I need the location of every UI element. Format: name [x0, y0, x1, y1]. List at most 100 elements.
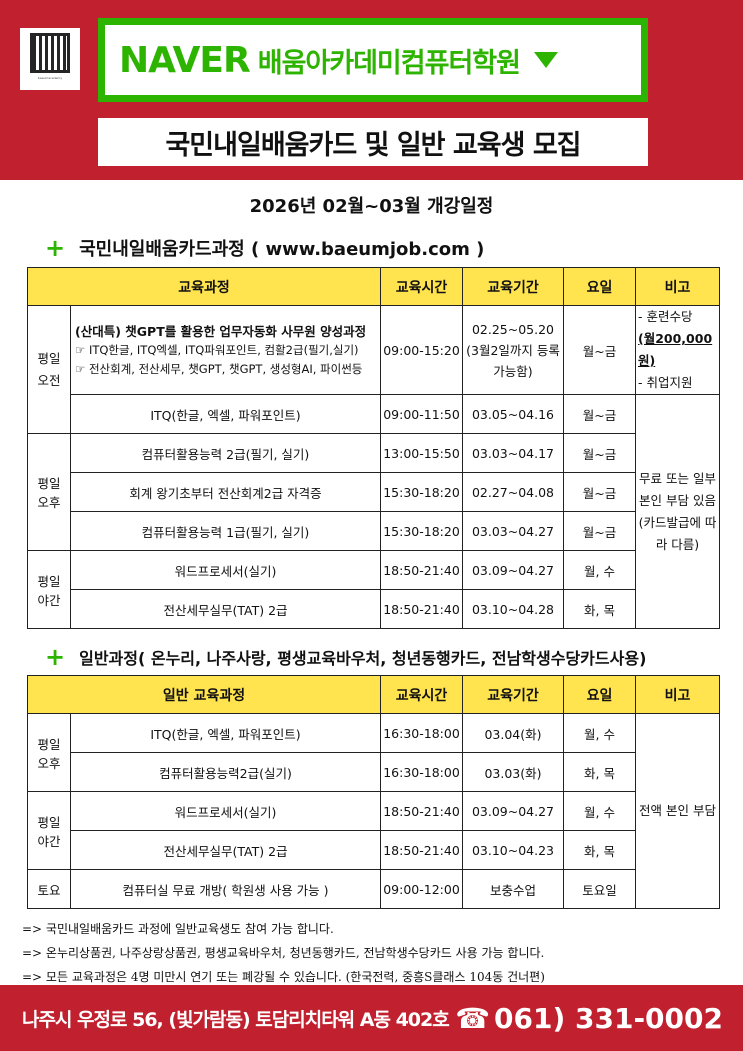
time: 18:50-21:40	[380, 830, 463, 870]
time: 13:00-15:50	[380, 433, 463, 473]
card-course-table: 교육과정 교육시간 교육기간 요일 비고 평일 오전 (산대특) 챗GPT를 활용한 업…	[27, 267, 720, 629]
group-label: 평일 야간	[27, 791, 71, 870]
day: 월~금	[563, 472, 636, 512]
course: 전산세무실무(TAT) 2급	[70, 830, 381, 870]
qr-code-icon	[30, 33, 70, 73]
day: 월~금	[563, 394, 636, 434]
col-course: 일반 교육과정	[27, 675, 381, 714]
table-row: 컴퓨터활용능력2급(실기) 16:30-18:00 03.03(화) 화, 목	[28, 752, 720, 792]
col-note: 비고	[635, 267, 720, 306]
day: 월, 수	[563, 791, 636, 831]
telephone-icon: ☎	[455, 1001, 490, 1035]
remark: 전액 본인 부담	[635, 713, 720, 909]
section2-heading-text: 일반과정( 온누리, 나주사랑, 평생교육바우처, 청년동행카드, 전남학생수당…	[79, 649, 647, 668]
course: 회계 왕기초부터 전산회계2급 자격증	[70, 472, 381, 512]
table-row: 토요 컴퓨터실 무료 개방( 학원생 사용 가능 ) 09:00-12:00 보충수업…	[27, 869, 720, 909]
table-row: 회계 왕기초부터 전산회계2급 자격증 15:30-18:20 02.27~04.0…	[28, 472, 720, 512]
period: 03.03~04.17	[462, 433, 564, 473]
col-day: 요일	[563, 675, 636, 714]
day: 화, 목	[563, 589, 636, 629]
col-time: 교육시간	[380, 267, 463, 306]
plus-icon: +	[45, 234, 66, 262]
table-header: 일반 교육과정 교육시간 교육기간 요일 비고	[27, 675, 720, 714]
course: 컴퓨터실 무료 개방( 학원생 사용 가능 )	[70, 869, 381, 909]
section2-heading: + 일반과정( 온누리, 나주사랑, 평생교육바우처, 청년동행카드, 전남학생수…	[45, 643, 646, 671]
col-period: 교육기간	[462, 267, 564, 306]
time: 09:00-12:00	[380, 869, 463, 909]
time: 15:30-18:20	[380, 472, 463, 512]
plus-icon: +	[45, 643, 66, 671]
table-row: 평일 오후 컴퓨터활용능력 2급(필기, 실기) 13:00-15:50 03.03~…	[27, 433, 720, 551]
day: 월~금	[563, 305, 636, 395]
table-row: 평일 오후 ITQ(한글, 엑셀, 파워포인트) 16:30-18:00 03.04(…	[27, 713, 720, 909]
footer: 나주시 우정로 56, (빛가람동) 토담리치타워 A동 402호 ☎ 061) …	[0, 985, 743, 1051]
page-title: 국민내일배움카드 및 일반 교육생 모집	[98, 118, 648, 166]
time: 16:30-18:00	[380, 713, 463, 753]
col-time: 교육시간	[380, 675, 463, 714]
featured-line: ☞ 전산회계, 전산세무, 챗GPT, 챗GPT, 생성형AI, 파이썬등	[75, 361, 363, 376]
naver-search-box[interactable]: NAVER 배움아카데미컴퓨터학원	[98, 18, 648, 102]
course: 전산세무실무(TAT) 2급	[70, 589, 381, 629]
period-text: 02.25~05.20	[471, 321, 555, 337]
day: 토요일	[563, 869, 636, 909]
group-label: 평일 오후	[27, 713, 71, 792]
notes: => 국민내일배움카드 과정에 일반교육생도 참여 가능 합니다. => 온누리…	[22, 917, 545, 989]
note: - 훈련수당 (월200,000원) - 취업지원	[635, 305, 720, 395]
col-period: 교육기간	[462, 675, 564, 714]
dropdown-triangle-icon	[533, 52, 558, 68]
period: 03.03(화)	[462, 752, 564, 792]
course: 컴퓨터활용능력 1급(필기, 실기)	[70, 511, 381, 551]
course: 컴퓨터활용능력 2급(필기, 실기)	[70, 433, 381, 473]
note-item: => 온누리상품권, 나주상랑상품권, 평생교육바우처, 청년동행카드, 전남학…	[22, 946, 545, 960]
period: 03.05~04.16	[462, 394, 564, 434]
day: 화, 목	[563, 752, 636, 792]
time: 18:50-21:40	[380, 791, 463, 831]
table-row: 전산세무실무(TAT) 2급 18:50-21:40 03.10~04.28 화, 목	[28, 589, 720, 629]
note-item: => 모든 교육과정은 4명 미만시 연기 또는 폐강될 수 있습니다. (한국…	[22, 970, 545, 984]
day: 월, 수	[563, 713, 636, 753]
day: 월~금	[563, 511, 636, 551]
table-row: 평일 야간 워드프로세서(실기) 18:50-21:40 03.09~04.27 월, …	[27, 791, 720, 870]
featured-title: (산대특) 챗GPT를 활용한 업무자동화 사무원 양성과정	[75, 323, 367, 339]
group-label: 평일 오후	[27, 433, 71, 551]
section1-heading-text: 국민내일배움카드과정 ( www.baeumjob.com )	[79, 239, 485, 260]
group-label: 평일 오전	[27, 305, 71, 434]
time: 09:00-11:50	[380, 394, 463, 434]
note-line: - 취업지원	[638, 375, 693, 390]
general-course-table: 일반 교육과정 교육시간 교육기간 요일 비고 평일 오후 ITQ(한글, 엑셀, 파워포…	[27, 675, 720, 909]
day: 월~금	[563, 433, 636, 473]
period: 보충수업	[462, 869, 564, 909]
note-item: => 국민내일배움카드 과정에 일반교육생도 참여 가능 합니다.	[22, 922, 334, 936]
table-row: 평일 오전 (산대특) 챗GPT를 활용한 업무자동화 사무원 양성과정 ☞ IT…	[27, 305, 720, 434]
featured-course: (산대특) 챗GPT를 활용한 업무자동화 사무원 양성과정 ☞ ITQ한글, I…	[70, 305, 381, 395]
qr-code[interactable]: baeumacademy	[20, 28, 80, 90]
naver-logo: NAVER	[119, 39, 251, 81]
col-day: 요일	[563, 267, 636, 306]
period: 03.10~04.28	[462, 589, 564, 629]
note-allowance: (월200,000원)	[638, 331, 713, 368]
phone[interactable]: ☎ 061) 331-0002	[455, 1002, 723, 1035]
table-row: ITQ(한글, 엑셀, 파워포인트) 09:00-11:50 03.05~04.16…	[28, 394, 720, 629]
time: 09:00-15:20	[380, 305, 463, 395]
remark: 무료 또는 일부 본인 부담 있음 (카드발급에 따라 다름)	[635, 394, 720, 629]
table-header: 교육과정 교육시간 교육기간 요일 비고	[27, 267, 720, 306]
table-row: 전산세무실무(TAT) 2급 18:50-21:40 03.10~04.23 화, 목	[28, 830, 720, 870]
academy-name: 배움아카데미컴퓨터학원	[257, 47, 521, 79]
period: 03.10~04.23	[462, 830, 564, 870]
qr-caption: baeumacademy	[37, 76, 63, 80]
time: 18:50-21:40	[380, 550, 463, 590]
period: 03.09~04.27	[462, 791, 564, 831]
table-row: 컴퓨터활용능력 1급(필기, 실기) 15:30-18:20 03.03~04.27…	[28, 511, 720, 551]
address: 나주시 우정로 56, (빛가람동) 토담리치타워 A동 402호	[22, 1008, 450, 1031]
note-line: - 훈련수당	[638, 309, 693, 324]
course: 컴퓨터활용능력2급(실기)	[70, 752, 381, 792]
time: 16:30-18:00	[380, 752, 463, 792]
table-row: 평일 야간 워드프로세서(실기) 18:50-21:40 03.09~04.27 월, …	[27, 550, 720, 629]
col-note: 비고	[635, 675, 720, 714]
group-label: 토요	[27, 869, 71, 909]
header-banner: baeumacademy NAVER 배움아카데미컴퓨터학원 국민내일배움카드 …	[0, 0, 743, 180]
time: 15:30-18:20	[380, 511, 463, 551]
period: 02.27~04.08	[462, 472, 564, 512]
course: 워드프로세서(실기)	[70, 550, 381, 590]
course: ITQ(한글, 엑셀, 파워포인트)	[70, 713, 381, 753]
